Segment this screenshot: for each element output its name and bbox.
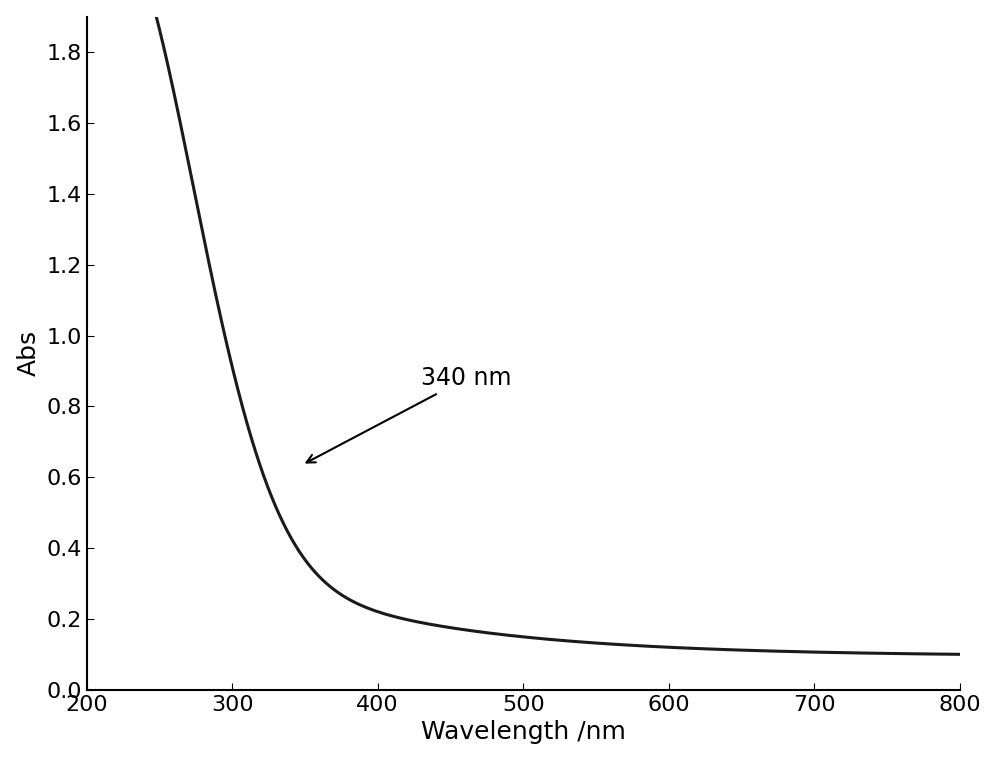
X-axis label: Wavelength /nm: Wavelength /nm xyxy=(421,721,626,744)
Text: 340 nm: 340 nm xyxy=(306,366,512,463)
Y-axis label: Abs: Abs xyxy=(17,330,41,377)
